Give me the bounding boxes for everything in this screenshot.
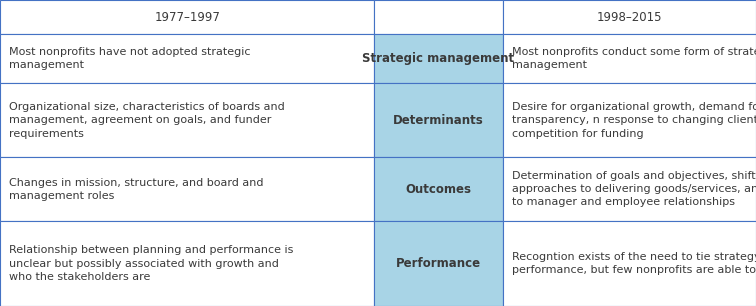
Bar (374, 221, 503, 306)
Text: Determination of goals and objectives, shifts in
approaches to delivering goods/: Determination of goals and objectives, s… (512, 171, 756, 207)
Bar (0, 34, 374, 84)
Text: Changes in mission, structure, and board and
management roles: Changes in mission, structure, and board… (9, 177, 264, 201)
Bar (503, 0, 756, 34)
Bar (374, 157, 503, 221)
Bar (374, 0, 503, 34)
Bar (374, 84, 503, 157)
Text: Outcomes: Outcomes (405, 183, 472, 196)
Text: 1977–1997: 1977–1997 (154, 11, 220, 24)
Bar (0, 221, 374, 306)
Bar (0, 157, 374, 221)
Text: Recogntion exists of the need to tie strategy to
performance, but few nonprofits: Recogntion exists of the need to tie str… (512, 252, 756, 275)
Bar (503, 34, 756, 84)
Text: Performance: Performance (396, 257, 481, 270)
Text: Strategic management: Strategic management (362, 52, 515, 65)
Text: 1998–2015: 1998–2015 (596, 11, 662, 24)
Text: Desire for organizational growth, demand for increased
transparency, n response : Desire for organizational growth, demand… (512, 102, 756, 139)
Text: Determinants: Determinants (393, 114, 484, 127)
Text: Relationship between planning and performance is
unclear but possibly associated: Relationship between planning and perfor… (9, 245, 293, 282)
Text: Most nonprofits conduct some form of strategic
management: Most nonprofits conduct some form of str… (512, 47, 756, 70)
Bar (0, 0, 374, 34)
Text: Organizational size, characteristics of boards and
management, agreement on goal: Organizational size, characteristics of … (9, 102, 285, 139)
Bar (503, 157, 756, 221)
Bar (503, 84, 756, 157)
Bar (0, 84, 374, 157)
Bar (503, 221, 756, 306)
Bar (374, 34, 503, 84)
Text: Most nonprofits have not adopted strategic
management: Most nonprofits have not adopted strateg… (9, 47, 250, 70)
